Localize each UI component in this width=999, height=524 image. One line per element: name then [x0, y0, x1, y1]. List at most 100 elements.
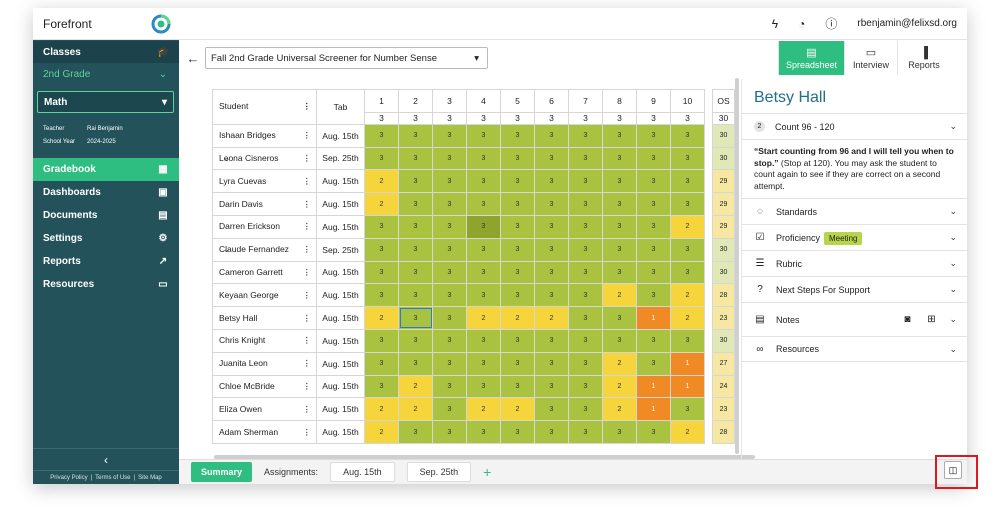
- score-cell[interactable]: 3: [398, 146, 433, 171]
- student-name-cell[interactable]: Adam Sherman ⋮: [212, 420, 317, 444]
- score-cell[interactable]: 3: [602, 306, 637, 330]
- score-cell[interactable]: 3: [534, 283, 569, 308]
- score-cell[interactable]: 2: [466, 306, 501, 330]
- item-column-header[interactable]: 2: [398, 89, 433, 113]
- proficiency-section[interactable]: ☑ Proficiency Meeting ⌄: [742, 224, 967, 250]
- assignment-date-cell[interactable]: Aug. 15th: [316, 214, 365, 239]
- table-row[interactable]: Chloe McBride ⋮ Aug. 15th 3 2 3 3 3 3 3 2 1 1 24: [212, 374, 735, 399]
- student-name-cell[interactable]: Betsy Hall ⋮: [212, 306, 317, 330]
- palette-icon[interactable]: ◔: [798, 16, 806, 31]
- score-cell[interactable]: 3: [466, 192, 501, 216]
- score-cell[interactable]: 3: [398, 237, 433, 262]
- table-row[interactable]: Darren Erickson ⋮ Aug. 15th 3 3 3 3 3 3 3 3 3 2 29: [212, 214, 735, 239]
- score-cell[interactable]: 3: [432, 351, 467, 376]
- sidebar-item-resources[interactable]: Resources ▭: [33, 273, 179, 296]
- score-cell[interactable]: 2: [670, 420, 705, 444]
- score-cell[interactable]: 3: [432, 260, 467, 285]
- student-name-cell[interactable]: Claude Fernandez ⋮: [212, 237, 317, 262]
- score-cell[interactable]: 3: [568, 397, 603, 422]
- privacy-policy-link[interactable]: Privacy Policy: [50, 474, 88, 481]
- row-menu-icon[interactable]: ⋮: [302, 289, 312, 300]
- score-cell[interactable]: 3: [500, 420, 535, 444]
- score-cell[interactable]: 3: [432, 192, 467, 216]
- standards-section[interactable]: ◌ Standards ⌄: [742, 198, 967, 224]
- student-name-cell[interactable]: Chloe McBride ⋮: [212, 374, 317, 399]
- row-menu-icon[interactable]: ⋮: [302, 380, 312, 391]
- table-row[interactable]: Eliza Owen ⋮ Aug. 15th 2 2 3 2 2 3 3 2 1 3 23: [212, 397, 735, 422]
- score-cell[interactable]: 3: [636, 351, 671, 376]
- score-cell[interactable]: 3: [432, 397, 467, 422]
- score-cell[interactable]: 2: [534, 306, 569, 330]
- score-cell[interactable]: 3: [602, 328, 637, 353]
- score-cell[interactable]: 1: [670, 374, 705, 399]
- add-assignment-icon[interactable]: +: [483, 464, 492, 480]
- score-cell[interactable]: 2: [364, 169, 399, 194]
- student-name-cell[interactable]: Darren Erickson ⋮: [212, 214, 317, 239]
- sidebar-item-settings[interactable]: Settings ⚙: [33, 227, 179, 250]
- score-cell[interactable]: 3: [398, 192, 433, 216]
- assignment-date-cell[interactable]: Aug. 15th: [316, 306, 365, 330]
- score-cell[interactable]: 3: [534, 237, 569, 262]
- sidebar-item-documents[interactable]: Documents ▤: [33, 204, 179, 227]
- tab-reports[interactable]: ▐ Reports: [897, 41, 950, 75]
- score-cell[interactable]: 3: [432, 374, 467, 399]
- score-cell[interactable]: 3: [636, 237, 671, 262]
- score-cell[interactable]: 3: [636, 420, 671, 444]
- student-name-cell[interactable]: Keyaan George ⋮: [212, 283, 317, 308]
- assignment-date-cell[interactable]: Aug. 15th: [316, 397, 365, 422]
- score-cell[interactable]: 3: [534, 146, 569, 171]
- score-cell[interactable]: 3: [398, 123, 433, 148]
- collapse-sidebar-button[interactable]: ‹: [33, 448, 179, 470]
- classes-toggle[interactable]: Classes 🎓: [33, 41, 179, 63]
- score-cell[interactable]: 2: [500, 397, 535, 422]
- score-cell[interactable]: 3: [568, 123, 603, 148]
- score-cell[interactable]: 1: [636, 397, 671, 422]
- item-column-header[interactable]: 7: [568, 89, 603, 113]
- score-cell[interactable]: 3: [636, 328, 671, 353]
- score-cell[interactable]: 3: [466, 123, 501, 148]
- score-cell[interactable]: 3: [670, 192, 705, 216]
- score-cell[interactable]: 3: [466, 260, 501, 285]
- score-cell[interactable]: 3: [466, 351, 501, 376]
- table-row[interactable]: Lyra Cuevas ⋮ Aug. 15th 2 3 3 3 3 3 3 3 3 3 29: [212, 169, 735, 194]
- score-cell[interactable]: 3: [432, 169, 467, 194]
- table-row[interactable]: Keyaan George ⋮ Aug. 15th 3 3 3 3 3 3 3 2 3 2 28: [212, 283, 735, 308]
- add-note-icon[interactable]: ⊞: [927, 314, 936, 325]
- score-cell[interactable]: 3: [602, 146, 637, 171]
- resources-section[interactable]: ∞ Resources ⌄: [742, 336, 967, 362]
- row-menu-icon[interactable]: ⋮: [302, 198, 312, 209]
- score-cell[interactable]: 3: [534, 169, 569, 194]
- score-cell[interactable]: 2: [602, 351, 637, 376]
- score-cell[interactable]: 1: [670, 351, 705, 376]
- column-menu-icon[interactable]: ⋮: [302, 101, 312, 112]
- score-cell[interactable]: 3: [432, 214, 467, 239]
- item-column-header[interactable]: 10: [670, 89, 705, 113]
- score-cell[interactable]: 1: [636, 306, 671, 330]
- student-name-cell[interactable]: Chris Knight ⋮: [212, 328, 317, 353]
- score-cell[interactable]: 3: [364, 328, 399, 353]
- score-cell[interactable]: 3: [364, 123, 399, 148]
- score-cell[interactable]: 3: [636, 214, 671, 239]
- score-cell[interactable]: 3: [466, 214, 501, 239]
- score-cell[interactable]: 3: [568, 351, 603, 376]
- score-cell[interactable]: 3: [670, 123, 705, 148]
- assignment-date-cell[interactable]: Aug. 15th: [316, 420, 365, 444]
- score-cell[interactable]: 2: [398, 374, 433, 399]
- score-cell[interactable]: 3: [364, 237, 399, 262]
- student-name-cell[interactable]: Cameron Garrett ⋮: [212, 260, 317, 285]
- assignment-date-cell[interactable]: Aug. 15th: [316, 260, 365, 285]
- score-cell[interactable]: 3: [500, 146, 535, 171]
- score-cell[interactable]: 3: [364, 351, 399, 376]
- table-row[interactable]: Adam Sherman ⋮ Aug. 15th 2 3 3 3 3 3 3 3 3 2 28: [212, 420, 735, 444]
- score-cell[interactable]: 3: [568, 214, 603, 239]
- score-cell[interactable]: 3: [398, 420, 433, 444]
- score-cell[interactable]: 2: [364, 420, 399, 444]
- score-cell[interactable]: 3: [398, 283, 433, 308]
- score-cell[interactable]: 3: [466, 146, 501, 171]
- assessment-select[interactable]: Fall 2nd Grade Universal Screener for Nu…: [205, 47, 488, 69]
- score-cell[interactable]: 3: [534, 397, 569, 422]
- table-row[interactable]: Ishaan Bridges ⋮ Aug. 15th 3 3 3 3 3 3 3 3 3 3 30: [212, 123, 735, 148]
- table-row[interactable]: Darin Davis ⋮ Aug. 15th 2 3 3 3 3 3 3 3 3 3 29: [212, 192, 735, 216]
- assignment-date-cell[interactable]: Aug. 15th: [316, 374, 365, 399]
- score-cell[interactable]: 3: [568, 146, 603, 171]
